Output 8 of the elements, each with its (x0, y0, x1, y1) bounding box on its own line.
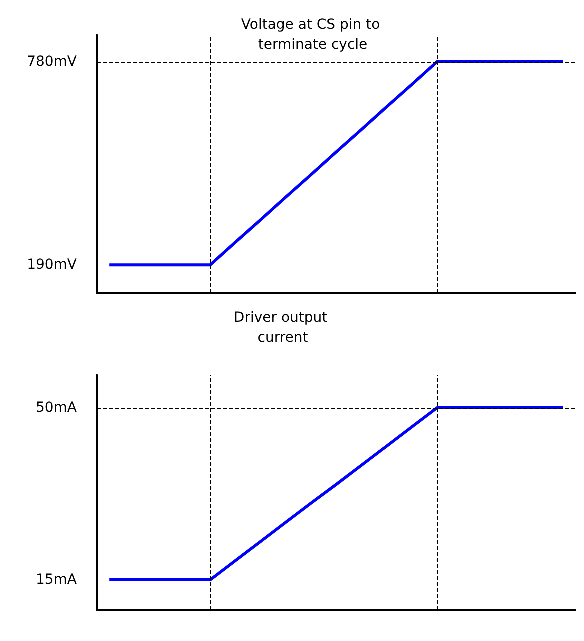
line-series (108, 60, 565, 267)
y-tick-label: 50mA (36, 400, 78, 416)
chart-title: Voltage at CS pin to terminate cycle (241, 17, 385, 53)
chart-title: Driver output current (234, 310, 332, 346)
y-tick-label: 15mA (36, 572, 78, 588)
y-tick-label: 780mV (27, 54, 78, 70)
y-tick-label: 190mV (27, 257, 78, 274)
line-series (108, 406, 565, 582)
